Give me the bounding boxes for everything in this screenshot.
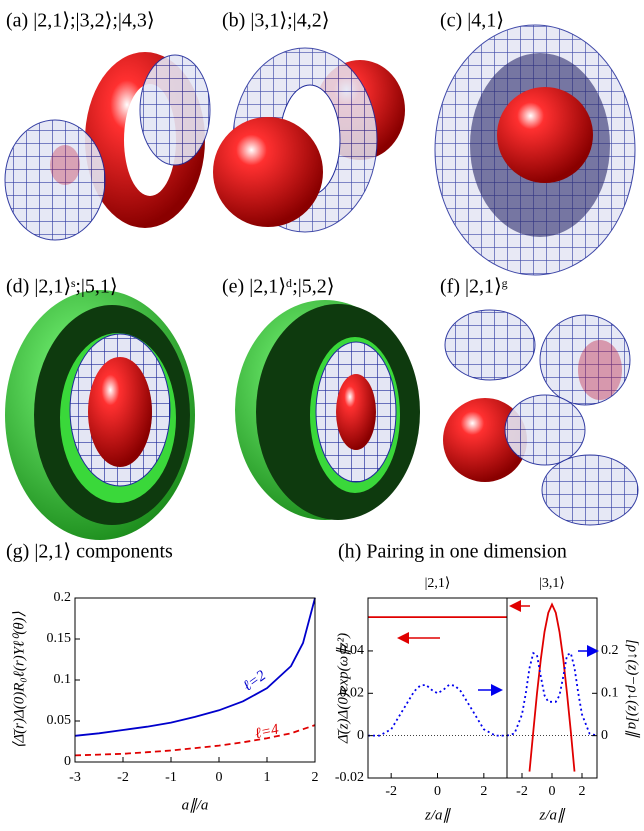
render-c: [435, 25, 635, 275]
y-tick-label: 0.2: [54, 590, 72, 605]
x-tick-label: 2: [579, 784, 586, 799]
chart-title: (h) Pairing in one dimension: [338, 541, 567, 563]
subplot-title: |2,1⟩: [425, 576, 451, 591]
subplot-title: |3,1⟩: [539, 576, 565, 591]
y-tick-label: 0: [357, 728, 364, 743]
x-axis-label: z/a∥: [424, 807, 452, 823]
line-series: [530, 604, 575, 771]
render-d: [5, 290, 195, 540]
x-tick-label: 2: [480, 784, 487, 799]
series-label: ℓ=4: [254, 722, 281, 743]
y-tick-label: 0: [64, 754, 71, 769]
y2-tick-label: 0.2: [601, 643, 619, 658]
x-tick-label: -2: [117, 770, 129, 785]
y-tick-label: -0.02: [335, 770, 364, 785]
x-tick-label: 0: [216, 770, 223, 785]
plot-frame: [507, 598, 597, 778]
panel-label: (a) |2,1⟩;|3,2⟩;|4,3⟩: [6, 10, 155, 32]
x-axis-label: z/a∥: [538, 807, 566, 823]
line-series: [75, 725, 315, 755]
y-tick-label: 0.05: [47, 713, 72, 728]
series-label: ℓ=2: [240, 667, 269, 694]
y-tick-label: 0.1: [54, 672, 72, 687]
x-tick-label: -3: [69, 770, 81, 785]
y-tick-label: 0.15: [47, 631, 72, 646]
x-tick-label: 0: [434, 784, 441, 799]
render-e: [235, 300, 420, 520]
y2-tick-label: 0.1: [601, 686, 619, 701]
render-a: [5, 52, 210, 240]
figure: (a) |2,1⟩;|3,2⟩;|4,3⟩ (b) |3,1⟩;|4,2⟩ (c…: [0, 0, 644, 831]
panel-label: (e) |2,1⟩ᵈ;|5,2⟩: [222, 276, 335, 298]
y2-axis-label: [ρ↑(z)−ρ↓(z)]a∥: [625, 639, 641, 738]
x-tick-label: -2: [516, 784, 528, 799]
chart-title: (g) |2,1⟩ components: [6, 541, 173, 563]
line-series: [507, 653, 597, 736]
x-tick-label: 0: [549, 784, 556, 799]
panel-label: (d) |2,1⟩ˢ;|5,1⟩: [6, 276, 118, 298]
render-b: [213, 48, 405, 232]
x-tick-label: 2: [312, 770, 319, 785]
panel-label: (f) |2,1⟩ᵍ: [440, 276, 508, 298]
y-axis-label: Δ̄(z)Δ(0)exp(ω∥z²): [335, 633, 351, 744]
panel-label: (c) |4,1⟩: [440, 10, 504, 32]
y2-tick-label: 0: [601, 728, 608, 743]
line-series: [368, 685, 507, 736]
x-tick-label: -2: [385, 784, 397, 799]
y-axis-label: ⟨Δ̄(r)Δ(0)R₀ℓ(r)Yℓ⁰(θ)⟩: [11, 611, 27, 748]
panel-label: (b) |3,1⟩;|4,2⟩: [222, 10, 330, 32]
x-tick-label: 1: [264, 770, 271, 785]
line-series: [75, 598, 315, 736]
x-axis-label: a∥/a: [182, 797, 209, 813]
plot-frame: [368, 598, 507, 778]
render-f: [443, 310, 638, 525]
x-tick-label: -1: [165, 770, 177, 785]
